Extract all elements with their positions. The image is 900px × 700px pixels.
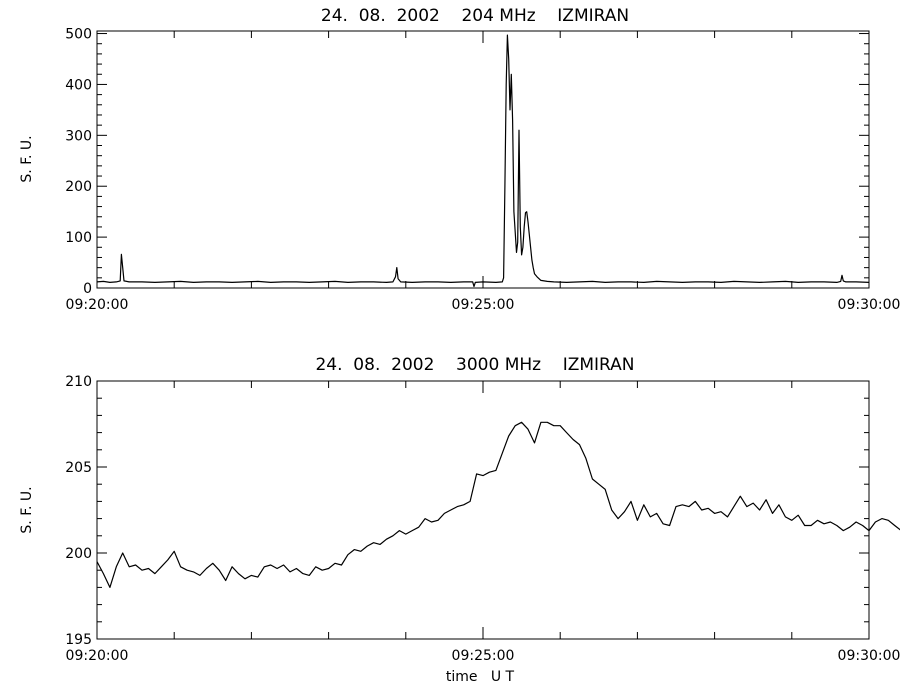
x-axis-label-3000mhz: time U T [446, 669, 515, 685]
y-tick-label-3000mhz: 210 [65, 374, 92, 390]
y-axis-label-204mhz: S. F. U. [19, 135, 35, 182]
plot-frame-3000mhz [96, 380, 870, 640]
y-tick-label-3000mhz: 200 [65, 546, 92, 562]
y-tick-label-204mhz: 0 [83, 281, 92, 297]
x-tick-label-3000mhz: 09:20:00 [66, 648, 129, 664]
y-tick-label-3000mhz: 205 [65, 460, 92, 476]
y-axis-3000mhz: 195 200 205 210 [65, 374, 869, 648]
x-axis-3000mhz: 09:20:00 09:25:00 09:30:00 [66, 381, 900, 664]
y-tick-label-204mhz: 100 [65, 230, 92, 246]
plot-frame-204mhz [96, 30, 870, 289]
panel-3000mhz: 24. 08. 2002 3000 MHz IZMIRAN S. F. U. 1… [19, 355, 900, 685]
chart-title-3000mhz: 24. 08. 2002 3000 MHz IZMIRAN [315, 355, 634, 375]
x-tick-label-204mhz: 09:20:00 [66, 297, 129, 313]
series-line-3000mhz [96, 421, 900, 588]
x-axis-204mhz: 09:20:00 09:25:00 09:30:00 [66, 31, 900, 313]
series-3000mhz [96, 421, 900, 588]
series-line-204mhz [96, 34, 870, 288]
y-tick-label-204mhz: 300 [65, 128, 92, 144]
y-tick-label-3000mhz: 195 [65, 632, 92, 648]
x-tick-label-204mhz: 09:30:00 [838, 297, 900, 313]
y-axis-label-3000mhz: S. F. U. [19, 486, 35, 533]
chart-title-204mhz: 24. 08. 2002 204 MHz IZMIRAN [321, 6, 629, 26]
x-tick-label-204mhz: 09:25:00 [452, 297, 515, 313]
series-204mhz [96, 34, 870, 288]
x-tick-label-3000mhz: 09:30:00 [838, 648, 900, 664]
y-axis-204mhz: 0 100 200 300 400 500 [65, 27, 869, 297]
y-tick-label-204mhz: 200 [65, 179, 92, 195]
y-tick-label-204mhz: 500 [65, 27, 92, 43]
x-tick-label-3000mhz: 09:25:00 [452, 648, 515, 664]
panel-204mhz: 24. 08. 2002 204 MHz IZMIRAN S. F. U. 0 1… [19, 6, 900, 313]
y-tick-label-204mhz: 400 [65, 77, 92, 93]
